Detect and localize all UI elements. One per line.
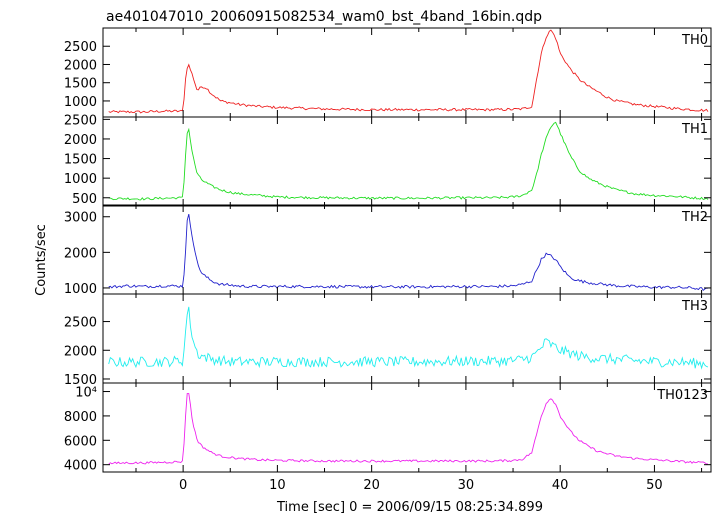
y-tick-label: 1500 <box>64 77 97 92</box>
series-line-th2 <box>108 213 708 291</box>
panel-th2: 1000 2000 3000 TH2 <box>64 204 712 297</box>
panel-label-th1: TH1 <box>681 122 708 137</box>
y-tick-label: 4000 <box>64 459 97 474</box>
y-tick-label: 2000 <box>64 133 97 148</box>
panel-th0: 1000 1500 2000 2500 TH0 <box>64 27 712 118</box>
y-tick-label: 8000 <box>64 410 97 425</box>
y-tick-label: 2500 <box>64 316 97 331</box>
x-tick-labels: 0 10 20 30 40 50 <box>179 478 663 493</box>
y-tick-label: 2500 <box>64 113 97 128</box>
y-tick-label: 1000 <box>64 282 97 297</box>
y-tick-label: 3000 <box>64 211 97 226</box>
x-tick-label: 50 <box>646 478 663 493</box>
panel-frame <box>102 382 712 473</box>
series-line-th1 <box>108 121 709 201</box>
y-axis-label: Counts/sec <box>34 224 49 296</box>
series-line-th3 <box>108 306 709 370</box>
y-tick-label: 10⁴ <box>75 386 97 401</box>
y-tick-label: 500 <box>72 192 97 207</box>
panel-label-th0123: TH0123 <box>656 388 708 403</box>
x-tick-label: 20 <box>363 478 380 493</box>
series-line-th0123 <box>108 393 708 465</box>
y-tick-label: 2000 <box>64 58 97 73</box>
x-tick-label: 0 <box>179 478 187 493</box>
panel-th3: 1500 2000 2500 TH3 <box>64 293 712 388</box>
x-tick-label: 30 <box>458 478 475 493</box>
panel-frame <box>102 293 712 384</box>
series-line-th0 <box>108 29 709 114</box>
panel-frame <box>102 116 712 207</box>
x-axis-label: Time [sec] 0 = 2006/09/15 08:25:34.899 <box>276 500 543 515</box>
panel-th1: 500 1000 1500 2000 2500 TH1 <box>64 113 712 207</box>
panel-th0123: 4000 6000 8000 10⁴ TH0123 <box>64 382 712 474</box>
y-tick-label: 1500 <box>64 373 97 388</box>
y-tick-label: 1500 <box>64 153 97 168</box>
y-tick-label: 2000 <box>64 344 97 359</box>
panel-label-th0: TH0 <box>681 33 708 48</box>
panel-frame <box>102 27 712 118</box>
panel-label-th2: TH2 <box>681 210 708 225</box>
panels: 1000 1500 2000 2500 TH0 500 1000 1500 2000 2500 TH… <box>64 27 712 474</box>
y-tick-label: 6000 <box>64 434 97 449</box>
x-tick-label: 40 <box>552 478 569 493</box>
y-tick-label: 1000 <box>64 95 97 110</box>
x-tick-label: 10 <box>269 478 286 493</box>
y-tick-label: 2500 <box>64 40 97 55</box>
y-tick-label: 2000 <box>64 246 97 261</box>
y-tick-label: 1000 <box>64 172 97 187</box>
panel-label-th3: TH3 <box>681 299 708 314</box>
chart-title: ae401047010_20060915082534_wam0_bst_4ban… <box>106 9 542 25</box>
